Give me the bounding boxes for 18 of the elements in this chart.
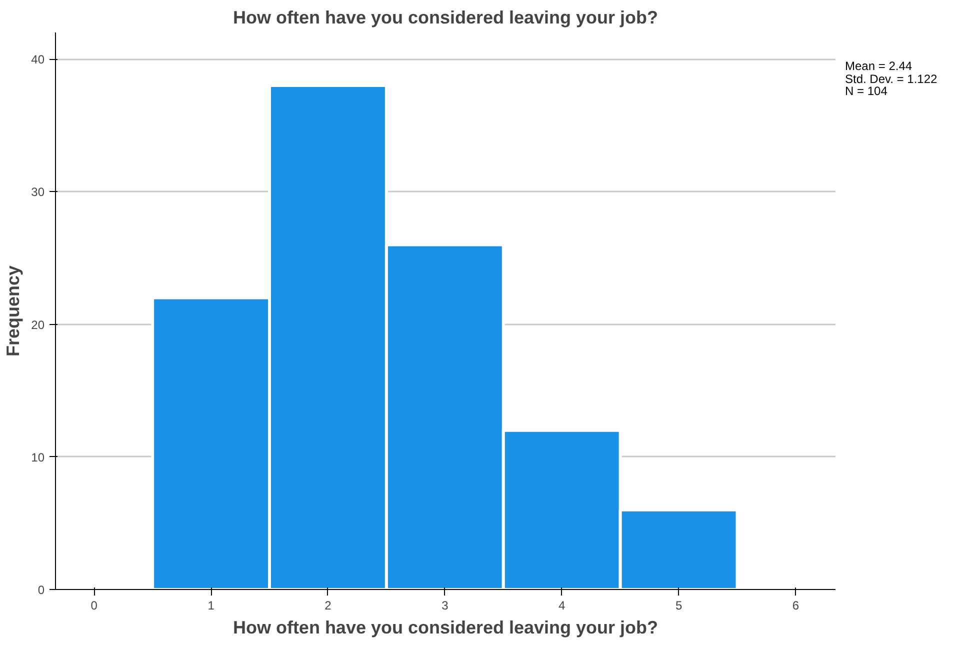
x-tick-label: 4: [558, 598, 566, 612]
x-tick-label: 2: [324, 598, 332, 612]
x-tick-label: 0: [90, 598, 98, 612]
y-tick-label: 30: [31, 185, 45, 200]
x-tick-label: 1: [208, 598, 215, 612]
y-tick-label: 20: [31, 318, 45, 332]
x-tick-label: 3: [442, 598, 449, 612]
text: Std. Dev. = 1.122: [845, 72, 938, 86]
x-tick-label: 6: [792, 598, 800, 612]
x-tick-label: 5: [675, 598, 682, 612]
text: N = 104: [845, 84, 888, 98]
text: Mean = 2.44: [845, 59, 912, 73]
x-axis-title: How often have you considered leaving your job?: [232, 618, 658, 638]
y-tick-label: 0: [38, 583, 45, 597]
y-tick-label: 10: [31, 450, 45, 464]
chart-title: How often have you considered leaving your job?: [232, 8, 658, 28]
y-axis-title: Frequency: [3, 265, 24, 357]
y-tick-label: 40: [31, 52, 45, 67]
